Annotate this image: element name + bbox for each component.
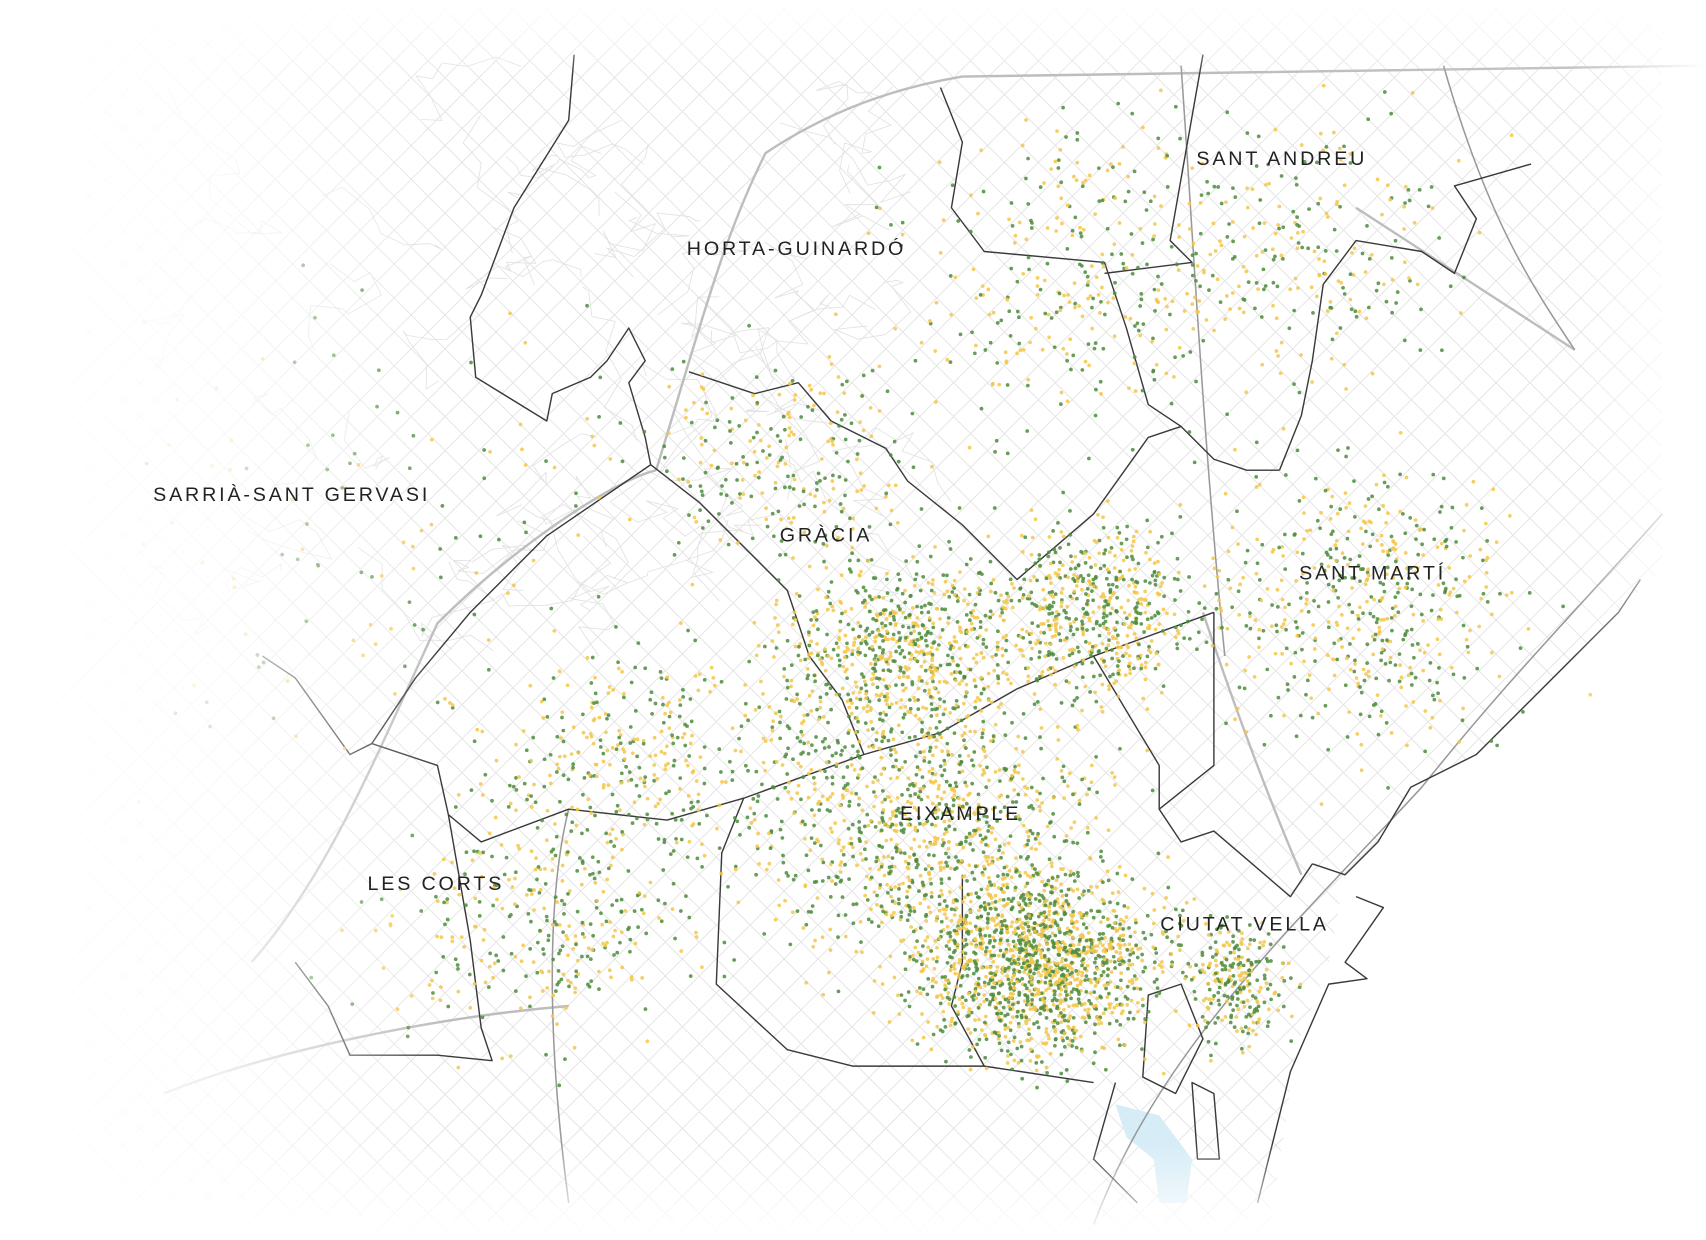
- city-map[interactable]: SANT ANDREU HORTA-GUINARDÓ SARRIÀ-SANT G…: [0, 0, 1706, 1240]
